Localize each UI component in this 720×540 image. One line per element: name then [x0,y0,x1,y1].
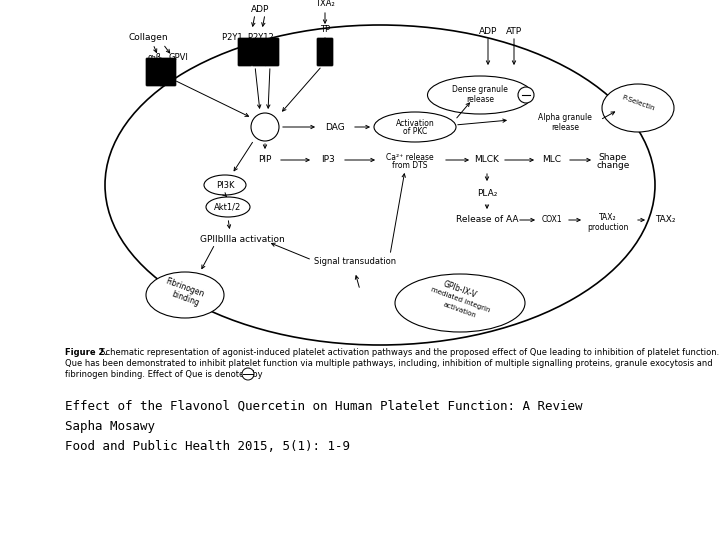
Text: Schematic representation of agonist-induced platelet activation pathways and the: Schematic representation of agonist-indu… [95,348,719,357]
Text: Akt1/2: Akt1/2 [215,202,242,212]
Text: TAX₂: TAX₂ [654,215,675,225]
Ellipse shape [204,175,246,195]
Text: TAX₂: TAX₂ [599,213,617,222]
FancyBboxPatch shape [160,58,176,86]
Text: Food and Public Health 2015, 5(1): 1-9: Food and Public Health 2015, 5(1): 1-9 [65,440,350,453]
Text: P2Y1  P2Y12: P2Y1 P2Y12 [222,33,274,43]
Text: ADP: ADP [479,26,498,36]
Text: Shape: Shape [599,152,627,161]
Text: MLC: MLC [542,156,562,165]
Text: Release of AA: Release of AA [456,215,518,225]
Ellipse shape [374,112,456,142]
Text: production: production [588,222,629,232]
Text: release: release [551,123,579,132]
Text: PI3K: PI3K [216,180,234,190]
Text: Activation: Activation [395,118,434,127]
Text: binding: binding [170,290,200,308]
Text: Sapha Mosawy: Sapha Mosawy [65,420,155,433]
Text: P-Selectin: P-Selectin [621,94,655,112]
Text: COX1: COX1 [541,215,562,225]
FancyBboxPatch shape [146,58,162,86]
Text: IP3: IP3 [321,156,335,165]
Text: GPIIbIIIa activation: GPIIbIIIa activation [199,235,284,245]
Text: PLA₂: PLA₂ [477,188,498,198]
Circle shape [242,368,254,380]
Text: mediated integrin: mediated integrin [430,287,490,314]
Ellipse shape [206,197,250,217]
Text: Fibrinogen: Fibrinogen [164,277,205,299]
Text: Ca²⁺ release: Ca²⁺ release [386,152,434,161]
Ellipse shape [146,272,224,318]
Text: Collagen: Collagen [128,33,168,43]
Text: PLC: PLC [257,123,274,132]
Text: GPIb-IX-V: GPIb-IX-V [442,280,478,300]
Text: Signal transudation: Signal transudation [314,258,396,267]
Text: fibrinogen binding. Effect of Que is denoted by: fibrinogen binding. Effect of Que is den… [65,370,263,379]
Text: TXA₂: TXA₂ [315,0,335,9]
Text: DAG: DAG [325,123,345,132]
Text: ATP: ATP [506,26,522,36]
Circle shape [518,87,534,103]
Text: GPVI: GPVI [168,52,188,62]
Text: ADP: ADP [251,5,269,15]
FancyBboxPatch shape [252,38,266,66]
Ellipse shape [105,25,655,345]
Text: Figure 2.: Figure 2. [65,348,107,357]
Text: α₂β: α₂β [148,52,162,62]
Text: of PKC: of PKC [403,127,427,137]
FancyBboxPatch shape [265,38,279,66]
Circle shape [251,113,279,141]
Text: Que has been demonstrated to inhibit platelet function via multiple pathways, in: Que has been demonstrated to inhibit pla… [65,359,713,368]
Ellipse shape [395,274,525,332]
Text: MLCK: MLCK [474,156,500,165]
FancyBboxPatch shape [317,38,333,66]
Text: TP: TP [320,25,330,35]
Ellipse shape [602,84,674,132]
Text: Effect of the Flavonol Quercetin on Human Platelet Function: A Review: Effect of the Flavonol Quercetin on Huma… [65,400,582,413]
Text: release: release [466,94,494,104]
Text: Dense granule: Dense granule [452,85,508,94]
Text: change: change [596,161,630,171]
Text: Alpha granule: Alpha granule [538,113,592,123]
Ellipse shape [428,76,533,114]
Text: activation: activation [443,301,477,319]
FancyBboxPatch shape [238,38,252,66]
Text: from DTS: from DTS [392,161,428,171]
Text: PIP: PIP [258,156,271,165]
